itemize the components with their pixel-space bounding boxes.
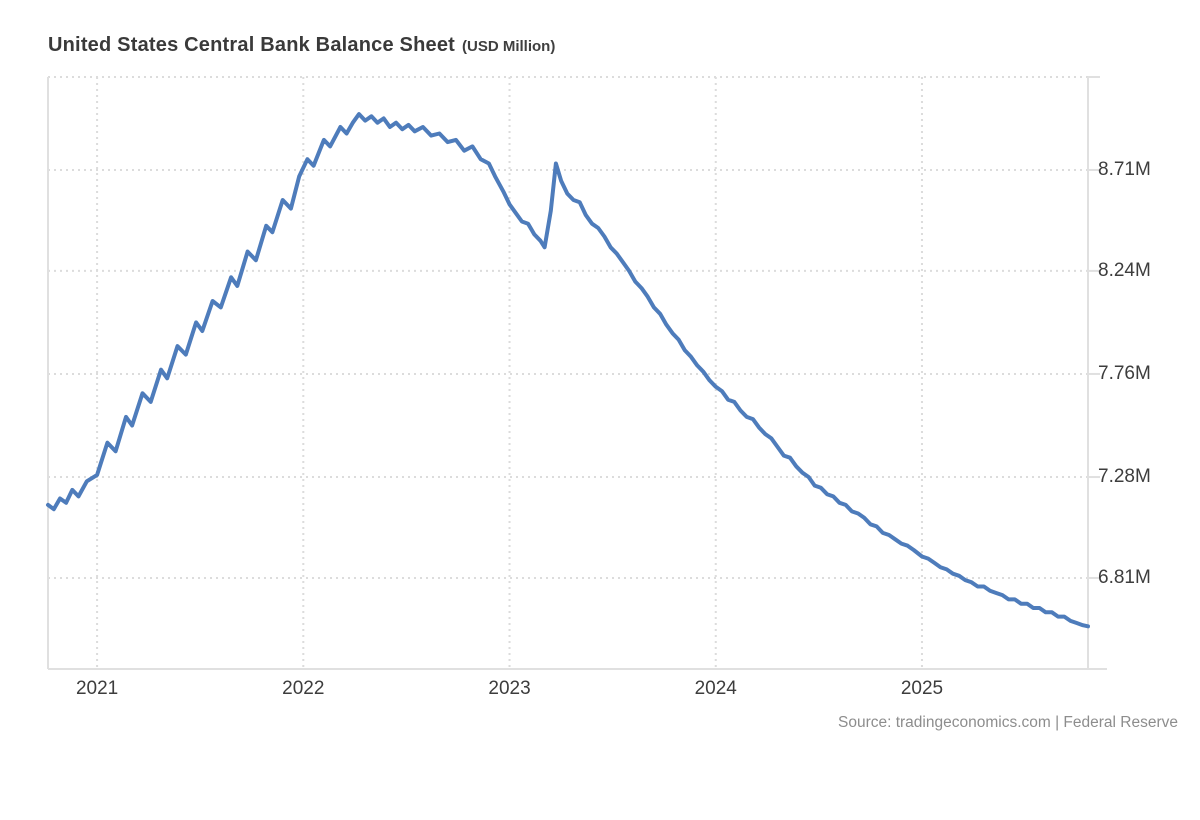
axis-frame (47, 76, 1107, 670)
x-axis-tick-label: 2025 (900, 678, 944, 699)
chart-header: United States Central Bank Balance Sheet… (48, 34, 555, 57)
chart-title: United States Central Bank Balance Sheet (48, 34, 456, 56)
y-axis-tick-label: 8.24M (1098, 259, 1151, 281)
x-axis-tick-label: 2023 (488, 678, 531, 699)
data-series-line (46, 112, 1090, 629)
y-axis-tick-label: 8.71M (1098, 158, 1151, 180)
chart-units-label: (USD Million) (462, 38, 556, 55)
source-attribution: Source: tradingeconomics.com | Federal R… (837, 714, 1178, 731)
x-axis-tick-label: 2024 (694, 678, 737, 699)
x-axis-tick-label: 2022 (282, 678, 325, 699)
grid-lines (48, 76, 1088, 669)
x-axis-tick-label: 2021 (75, 678, 119, 699)
y-axis-tick-label: 7.28M (1098, 466, 1151, 488)
y-axis-tick-label: 6.81M (1098, 566, 1151, 588)
y-axis-tick-label: 7.76M (1098, 362, 1151, 384)
